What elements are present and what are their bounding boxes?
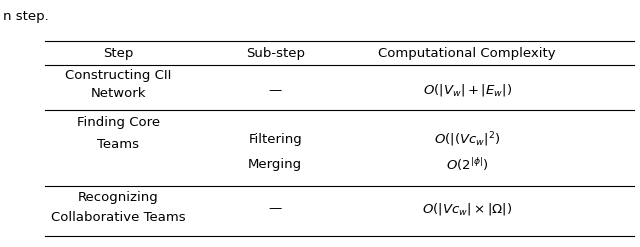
Text: Filtering: Filtering: [248, 133, 302, 146]
Text: —: —: [269, 84, 282, 97]
Text: $O(|Vc_{w}| \times |\Omega|)$: $O(|Vc_{w}| \times |\Omega|)$: [422, 201, 512, 217]
Text: Teams: Teams: [97, 138, 140, 151]
Text: Constructing CII: Constructing CII: [65, 69, 172, 82]
Text: Computational Complexity: Computational Complexity: [378, 47, 556, 60]
Text: $O(|(Vc_{w}|^{2})$: $O(|(Vc_{w}|^{2})$: [434, 130, 500, 149]
Text: n step.: n step.: [3, 10, 49, 23]
Text: Step: Step: [103, 47, 134, 60]
Text: Merging: Merging: [248, 158, 302, 171]
Text: —: —: [269, 202, 282, 215]
Text: $O(2^{|\phi|})$: $O(2^{|\phi|})$: [446, 156, 488, 173]
Text: Collaborative Teams: Collaborative Teams: [51, 211, 186, 224]
Text: $O(|V_{w}| + |E_{w}|)$: $O(|V_{w}| + |E_{w}|)$: [422, 82, 512, 98]
Text: Finding Core: Finding Core: [77, 116, 160, 129]
Text: Sub-step: Sub-step: [246, 47, 305, 60]
Text: Recognizing: Recognizing: [78, 191, 159, 204]
Text: Network: Network: [91, 87, 146, 100]
